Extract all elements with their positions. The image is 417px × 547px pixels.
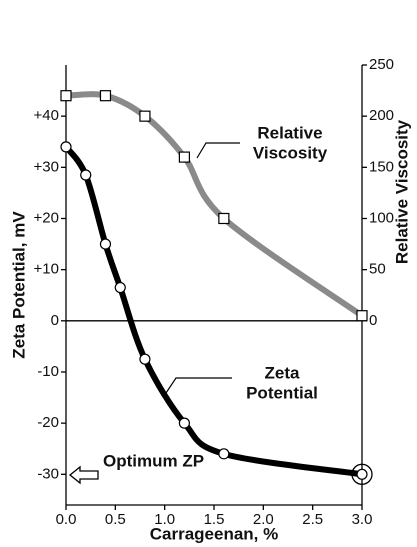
x-axis-label: Carrageenan, %	[150, 524, 279, 543]
marker	[60, 90, 72, 102]
y2-tick-label: 50	[369, 261, 386, 278]
marker	[99, 90, 112, 102]
y2-axis-label: Relative Viscosity	[392, 119, 411, 264]
y2-tick-label: 0	[369, 312, 377, 329]
y-tick-label: -20	[37, 414, 59, 431]
marker	[139, 353, 151, 365]
y-tick-label: -10	[37, 363, 59, 380]
annotation: Optimum ZP	[103, 451, 204, 470]
annotation: Potential	[246, 383, 318, 402]
marker	[178, 417, 190, 429]
y-tick-label: +40	[34, 107, 59, 124]
x-tick-label: 3.0	[352, 511, 373, 528]
x-tick-label: 2.5	[302, 511, 323, 528]
y-tick-label: +30	[34, 158, 59, 175]
annotation: Viscosity	[253, 143, 328, 162]
marker	[356, 468, 368, 480]
marker	[218, 212, 230, 225]
leader-line	[165, 377, 232, 394]
marker	[356, 310, 368, 322]
y2-tick-label: 150	[369, 158, 394, 175]
y2-tick-label: 100	[369, 209, 394, 226]
x-tick-label: 1.0	[154, 511, 175, 528]
annotation: Zeta	[265, 363, 301, 382]
x-tick-label: 0.5	[105, 511, 126, 528]
y-tick-label: 0	[51, 312, 59, 329]
marker	[139, 110, 151, 122]
marker	[218, 448, 230, 460]
arrow	[68, 465, 99, 485]
marker	[114, 281, 126, 294]
x-tick-label: 1.5	[204, 511, 225, 528]
x-tick-label: 0.0	[56, 511, 77, 528]
marker	[80, 169, 92, 181]
y2-tick-label: 200	[369, 107, 394, 124]
highlight-ring	[351, 463, 373, 485]
series-line	[63, 144, 363, 478]
y-tick-label: +20	[34, 209, 59, 226]
x-tick-label: 2.0	[253, 511, 274, 528]
marker	[99, 238, 112, 250]
y-axis-label: Zeta Potential, mV	[9, 211, 28, 359]
y2-tick-label: 250	[369, 56, 394, 73]
leader-line	[196, 142, 240, 159]
marker	[60, 141, 72, 153]
annotation: Relative	[257, 123, 322, 142]
marker	[178, 151, 190, 163]
y-tick-label: +10	[34, 261, 59, 278]
y-tick-label: -30	[37, 465, 59, 482]
